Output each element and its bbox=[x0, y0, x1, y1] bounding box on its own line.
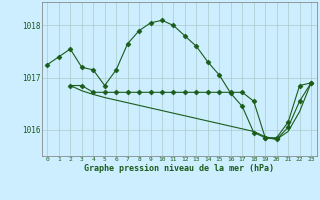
X-axis label: Graphe pression niveau de la mer (hPa): Graphe pression niveau de la mer (hPa) bbox=[84, 164, 274, 173]
